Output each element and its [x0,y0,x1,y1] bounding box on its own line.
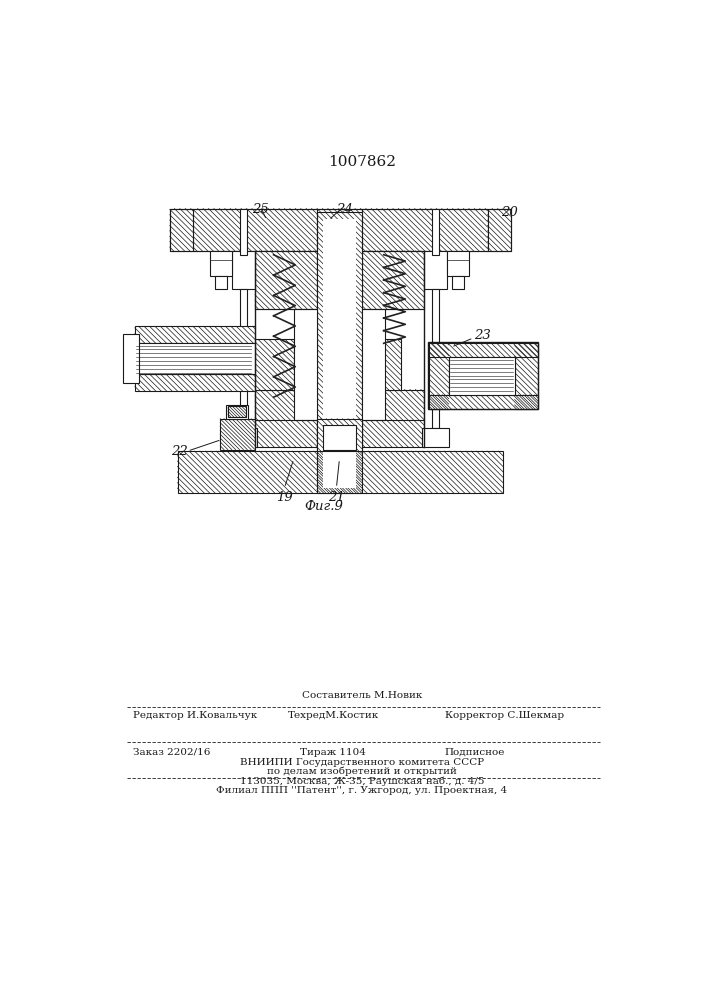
Bar [123,334,139,383]
Bar [362,251,424,309]
Bar [449,357,515,395]
Bar [323,219,356,488]
Bar [215,276,227,289]
Bar [228,406,247,417]
Text: Заказ 2202/16: Заказ 2202/16 [134,748,211,757]
Text: Корректор С.Шекмар: Корректор С.Шекмар [445,711,564,720]
Text: по делам изобретений и открытий: по делам изобретений и открытий [267,767,457,776]
Text: 19: 19 [276,491,293,504]
Bar [317,419,362,451]
Bar [226,405,248,419]
Bar [429,343,449,409]
Text: 1007862: 1007862 [328,155,396,169]
Bar [488,209,510,251]
Bar [362,309,385,420]
Bar [255,339,293,389]
Bar [210,251,232,276]
Text: ТехредМ.Костик: ТехредМ.Костик [288,711,380,720]
Bar [452,276,464,289]
Bar [448,251,469,276]
Text: Составитель М.Новик: Составитель М.Новик [302,691,422,700]
Bar [193,209,488,251]
Bar [429,395,538,409]
Bar [429,343,538,357]
Bar [177,451,503,493]
Text: 24: 24 [336,203,353,216]
Text: Тираж 1104: Тираж 1104 [300,748,366,757]
Bar [255,389,317,447]
Bar [170,209,193,251]
Text: Фиг.9: Фиг.9 [304,500,343,513]
Bar [428,342,538,409]
Bar [255,251,317,309]
Text: Подписное: Подписное [445,748,506,757]
Text: 23: 23 [474,329,490,342]
Bar [135,343,255,374]
Text: 20: 20 [501,206,518,219]
Bar [170,209,510,251]
Text: 21: 21 [328,491,345,504]
Bar [232,251,255,289]
Bar [220,419,255,450]
Bar [230,428,257,447]
Bar [362,389,424,447]
Bar [240,209,247,255]
Bar [424,251,448,289]
Bar [240,289,247,428]
Bar [422,428,449,447]
Text: Филиал ППП ''Патент'', г. Ужгород, ул. Проектная, 4: Филиал ППП ''Патент'', г. Ужгород, ул. П… [216,786,508,795]
Bar [293,309,317,420]
Bar [432,289,440,428]
Bar [515,343,538,409]
Bar [135,326,255,343]
Text: 113035, Москва, Ж-35, Раушская наб., д. 4/5: 113035, Москва, Ж-35, Раушская наб., д. … [240,776,484,786]
Text: 22: 22 [171,445,187,458]
Text: 25: 25 [252,203,269,216]
Bar [432,209,440,255]
Bar [362,339,401,389]
Text: Редактор И.Ковальчук: Редактор И.Ковальчук [134,711,257,720]
Bar [323,425,356,450]
Bar [317,212,362,493]
Bar [135,374,255,391]
Text: ВНИИПИ Государственного комитета СССР: ВНИИПИ Государственного комитета СССР [240,758,484,767]
